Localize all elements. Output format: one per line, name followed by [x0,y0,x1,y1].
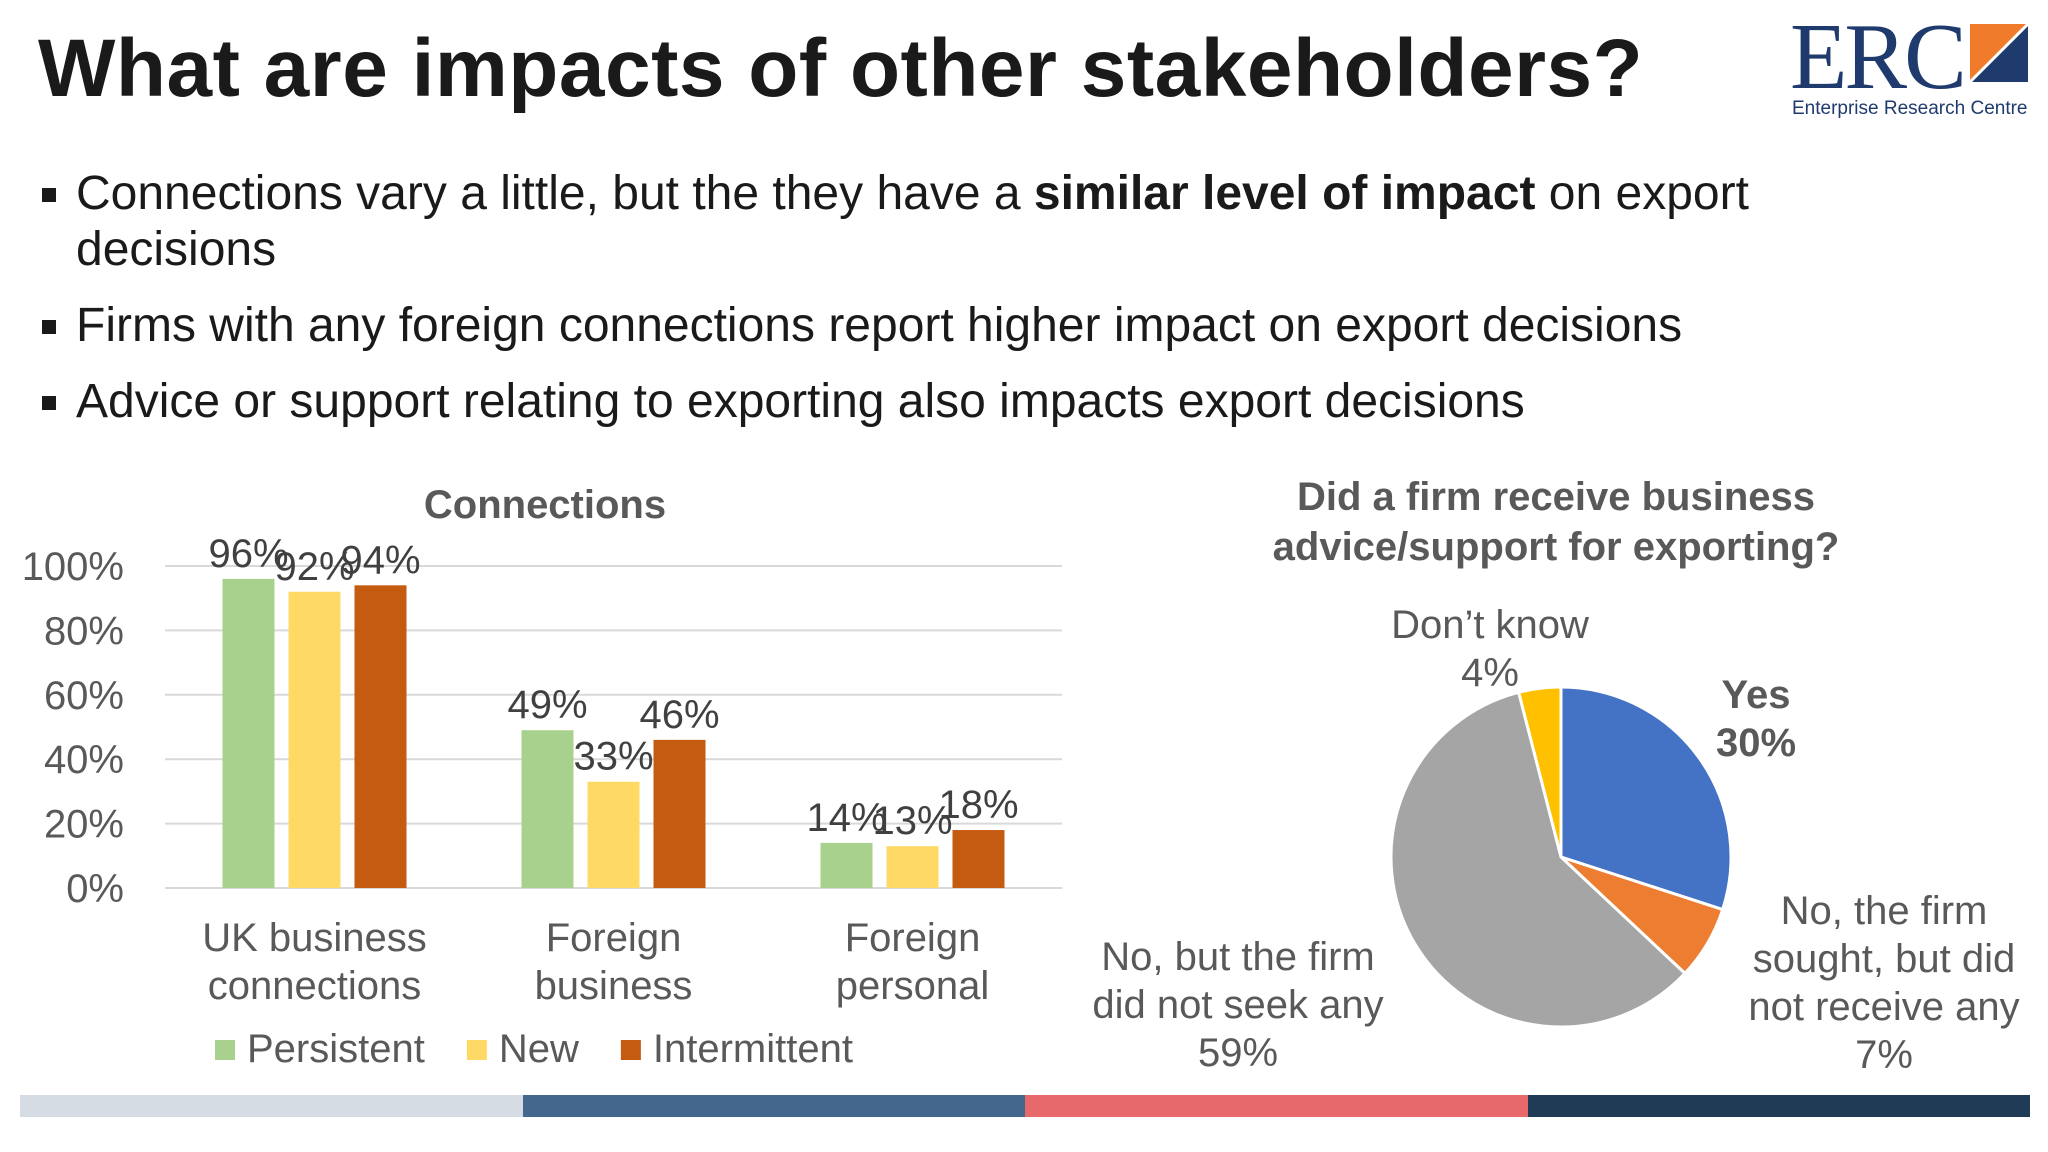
pie-value-label: 30% [1716,721,1796,765]
pie-slice-label: No, but the firm [1101,935,1374,979]
bar-value-label: 49% [507,683,587,727]
logo-text: ERC [1790,5,1967,109]
y-tick-label: 100% [22,545,124,589]
bar-value-label: 33% [573,735,653,779]
bar-value-label: 14% [806,796,886,840]
footer-segment [522,1095,1025,1117]
pie-slice-label: not receive any [1748,985,2019,1029]
bullet-text-end: on export decisions [76,167,1749,276]
y-tick-label: 20% [44,803,124,847]
pie-value-label: 7% [1855,1033,1913,1077]
footer-color-bar [20,1095,2030,1117]
bar [222,578,275,888]
bar [653,739,706,888]
bar-value-label: 96% [208,532,288,576]
pie-value-label: 59% [1198,1031,1278,1075]
slide-title: What are impacts of other stakeholders? [38,23,1644,114]
bar-value-label: 46% [639,693,719,737]
bar [587,781,640,888]
pie-slice-label: Yes [1722,673,1791,717]
bullet-text: Firms with any foreign connections repor… [76,299,1683,352]
y-tick-label: 60% [44,674,124,718]
pie-slice [1516,685,1563,858]
x-category-label: Foreign [845,916,981,960]
bar [952,830,1005,888]
bullet-square-icon [42,188,56,202]
bar-value-label: 92% [274,545,354,589]
x-category-label: personal [836,964,989,1008]
pie-value-label: 4% [1461,651,1519,695]
footer-segment [1527,1095,2030,1117]
bar-value-label: 18% [938,783,1018,827]
legend-swatch [620,1040,641,1060]
bullet-square-icon [42,396,56,410]
bar-value-label: 13% [872,799,952,843]
bullet-item: Connections vary a little, but the they … [38,166,1918,278]
y-tick-label: 0% [66,867,124,911]
pie-slice-label: sought, but did [1753,937,2015,981]
legend-label: Intermittent [653,1027,853,1071]
bar [886,846,939,888]
x-category-label: business [535,964,693,1008]
bullet-text: Connections vary a little, but the they … [76,167,1034,220]
charts-area: Connections 0% 20% 40% 60% 80% 100% 96%92%94% UK… [22,475,2020,1077]
pie-chart-title: advice/support for exporting? [1273,525,1840,569]
pie-slice [1389,690,1688,1029]
pie-chart-title: Did a firm receive business [1297,475,1815,519]
logo-subtitle: Enterprise Research Centre [1792,98,2028,119]
x-category-label: UK business [202,916,427,960]
y-tick-label: 40% [44,738,124,782]
logo-mark-icon [1970,24,2028,84]
pie-slice-label: No, the firm [1781,889,1988,933]
legend-swatch [466,1040,487,1060]
bar-chart-title: Connections [424,483,666,527]
erc-logo: ERC Enterprise Research Centre [1790,10,2040,126]
bullet-square-icon [42,320,56,334]
x-category-label: connections [208,964,421,1008]
bullet-bold-text: similar level of impact [1033,167,1536,220]
x-category-label: Foreign [546,916,682,960]
pie-slice-label: Don’t know [1391,603,1589,647]
pie-slice [1559,685,1733,912]
bar [820,842,873,888]
bar-value-label: 94% [340,538,420,582]
bullet-list: Connections vary a little, but the they … [38,166,1918,450]
bullet-item: Firms with any foreign connections repor… [38,298,1918,354]
bar [288,591,341,888]
bar [521,730,574,888]
legend-label: New [499,1027,579,1071]
footer-segment [1025,1095,1528,1117]
footer-segment [20,1095,523,1117]
y-tick-label: 80% [44,609,124,653]
legend-label: Persistent [247,1027,425,1071]
bar [354,585,407,888]
pie-slice-label: did not seek any [1092,983,1383,1027]
legend-swatch [215,1040,235,1060]
bullet-text: Advice or support relating to exporting … [76,375,1525,428]
bullet-item: Advice or support relating to exporting … [38,374,1918,430]
